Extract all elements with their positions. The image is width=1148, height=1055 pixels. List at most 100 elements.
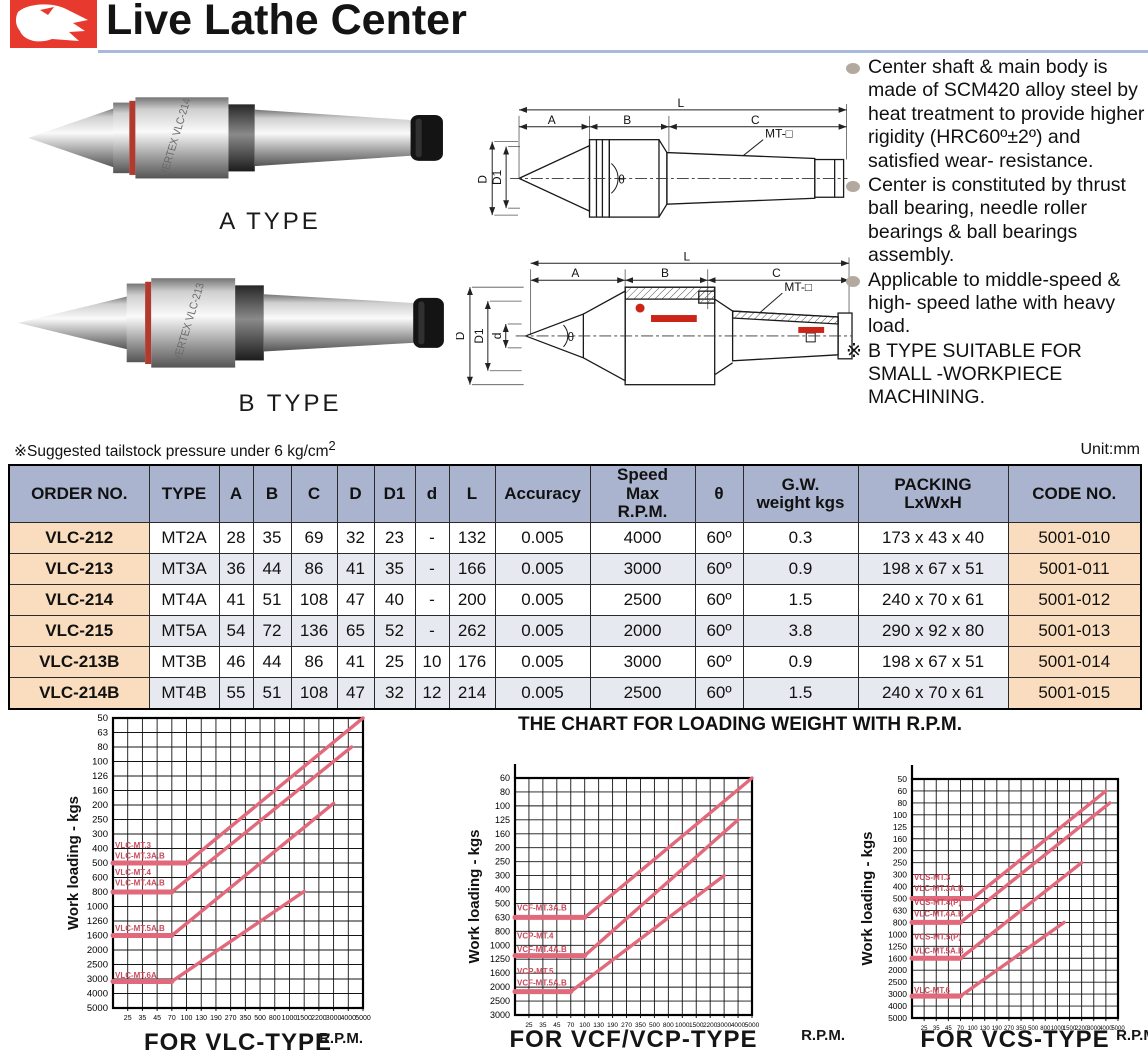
table-cell: 262 <box>448 615 496 647</box>
y-tick-label: 126 <box>92 771 108 782</box>
series-label: VLC-MT.4A.B <box>914 909 964 918</box>
dim-label-D: D <box>475 175 489 184</box>
y-tick-label: 1250 <box>490 954 510 964</box>
feature-text: B TYPE SUITABLE FOR SMALL -WORKPIECE MAC… <box>868 339 1082 409</box>
x-tick-label: 270 <box>1004 1026 1015 1032</box>
table-cell: 60º <box>694 522 744 554</box>
table-cell: 23 <box>373 522 416 554</box>
dim-label-A: A <box>548 113 556 127</box>
x-axis-label: R.P.M. <box>319 1030 363 1047</box>
pressure-note-sup: 2 <box>328 438 336 453</box>
table-cell: 41 <box>336 646 375 678</box>
y-tick-label: 800 <box>495 926 510 936</box>
x-tick-label: 130 <box>195 1015 207 1022</box>
x-tick-label: 500 <box>1028 1026 1039 1032</box>
y-tick-label: 300 <box>92 829 108 840</box>
table-cell: 47 <box>336 584 375 616</box>
x-tick-label: 5000 <box>1111 1026 1125 1032</box>
y-tick-label: 50 <box>97 713 108 724</box>
table-cell: 46 <box>218 646 254 678</box>
chart-caption: FOR VLC-TYPE <box>144 1029 332 1055</box>
series-label: VCS-MT.4(P) <box>914 898 961 907</box>
chart-vcf-vcp-type: VCF-MT.3A.B VCP-MT.4 VCF-MT.4A.B VCP-MT.5 VC… <box>463 764 845 1053</box>
table-cell: 4000 <box>589 522 696 554</box>
header-row: ORDER NO. TYPE A B C D D1 d L Accuracy S… <box>8 464 1142 523</box>
y-tick-label: 3000 <box>87 974 108 985</box>
y-tick-label: 100 <box>893 810 907 820</box>
y-tick-label: 5000 <box>888 1013 907 1023</box>
y-tick-label: 63 <box>97 728 108 739</box>
eagle-icon <box>15 4 89 42</box>
series-line <box>583 818 740 958</box>
table-cell: 198 x 67 x 51 <box>857 646 1009 678</box>
y-tick-label: 2500 <box>888 977 907 987</box>
y-tick-label: 300 <box>495 871 510 881</box>
table-cell: 2500 <box>589 677 696 710</box>
x-tick-label: 1500 <box>1063 1026 1077 1032</box>
column-header-c: C <box>290 464 338 523</box>
table-cell: 25 <box>373 646 416 678</box>
bullet-icon <box>846 63 860 74</box>
feature-text: Applicable to middle-speed & high- speed… <box>868 268 1121 338</box>
table-cell: 60º <box>694 553 744 585</box>
dim-label-B: B <box>661 266 669 280</box>
table-cell: 5001-012 <box>1007 584 1142 616</box>
y-tick-label: 60 <box>500 773 510 783</box>
dim-label-theta: θ <box>618 172 625 186</box>
feature-item: Center shaft & main body is made of SCM4… <box>846 56 1148 173</box>
x-tick-label: 190 <box>607 1022 618 1029</box>
dim-label-C: C <box>751 113 760 127</box>
x-tick-label: 350 <box>240 1015 252 1022</box>
series-label: VLC-MT.6 <box>914 986 951 995</box>
x-tick-label: 4000 <box>341 1015 357 1022</box>
table-cell: VLC-213 <box>8 553 150 585</box>
y-tick-label: 100 <box>495 801 510 811</box>
y-tick-label: 250 <box>495 857 510 867</box>
column-header-gw: G.W. weight kgs <box>742 464 859 523</box>
y-tick-label: 2500 <box>490 996 510 1006</box>
y-tick-label: 500 <box>92 858 108 869</box>
feature-item: Applicable to middle-speed & high- speed… <box>846 269 1148 339</box>
series-label: VLC-MT.4A.B <box>115 878 165 887</box>
table-cell: 40 <box>373 584 416 616</box>
table-cell: 198 x 67 x 51 <box>857 553 1009 585</box>
table-cell: MT3B <box>148 646 220 678</box>
x-tick-label: 350 <box>635 1022 646 1029</box>
series-label: VCF-MT.5A.B <box>517 979 567 988</box>
black-end-cap <box>413 297 444 348</box>
y-tick-label: 1600 <box>888 953 907 963</box>
table-cell: 51 <box>252 677 292 710</box>
y-tick-label: 3000 <box>888 989 907 999</box>
caption-b-type: B TYPE <box>238 390 342 417</box>
column-header-l: L <box>448 464 496 523</box>
series-label: VCP-MT.4 <box>517 932 554 941</box>
x-tick-label: 45 <box>945 1026 952 1032</box>
column-header-d1: D1 <box>373 464 416 523</box>
x-tick-label: 5000 <box>355 1015 371 1022</box>
y-tick-label: 3000 <box>490 1010 510 1020</box>
column-header-order-no: ORDER NO. <box>8 464 150 523</box>
y-tick-label: 160 <box>893 834 907 844</box>
table-cell: 214 <box>448 677 496 710</box>
product-photo-b: VERTEX VLC-213 <box>18 278 444 368</box>
y-tick-label: 100 <box>92 757 108 768</box>
x-tick-label: 4000 <box>731 1022 746 1029</box>
column-header-accuracy: Accuracy <box>494 464 591 523</box>
x-tick-label: 800 <box>1040 1026 1051 1032</box>
table-cell: 0.005 <box>494 615 591 647</box>
chart-vcs-type: VCS-MT.3 VLC-MT.3A.B VCS-MT.4(P) VLC-MT.4A.… <box>852 765 1148 1053</box>
y-tick-label: 200 <box>92 800 108 811</box>
table-cell: 51 <box>252 584 292 616</box>
feature-list: Center shaft & main body is made of SCM4… <box>846 56 1148 411</box>
table-cell: 5001-010 <box>1007 522 1142 554</box>
table-cell: MT4A <box>148 584 220 616</box>
chart-caption: FOR VCF/VCP-TYPE <box>509 1026 757 1053</box>
y-tick-label: 1250 <box>888 941 907 951</box>
y-tick-label: 1260 <box>87 916 108 927</box>
table-cell: MT4B <box>148 677 220 710</box>
x-tick-label: 2200 <box>1075 1026 1089 1032</box>
table-cell: 60º <box>694 615 744 647</box>
table-cell: 176 <box>448 646 496 678</box>
